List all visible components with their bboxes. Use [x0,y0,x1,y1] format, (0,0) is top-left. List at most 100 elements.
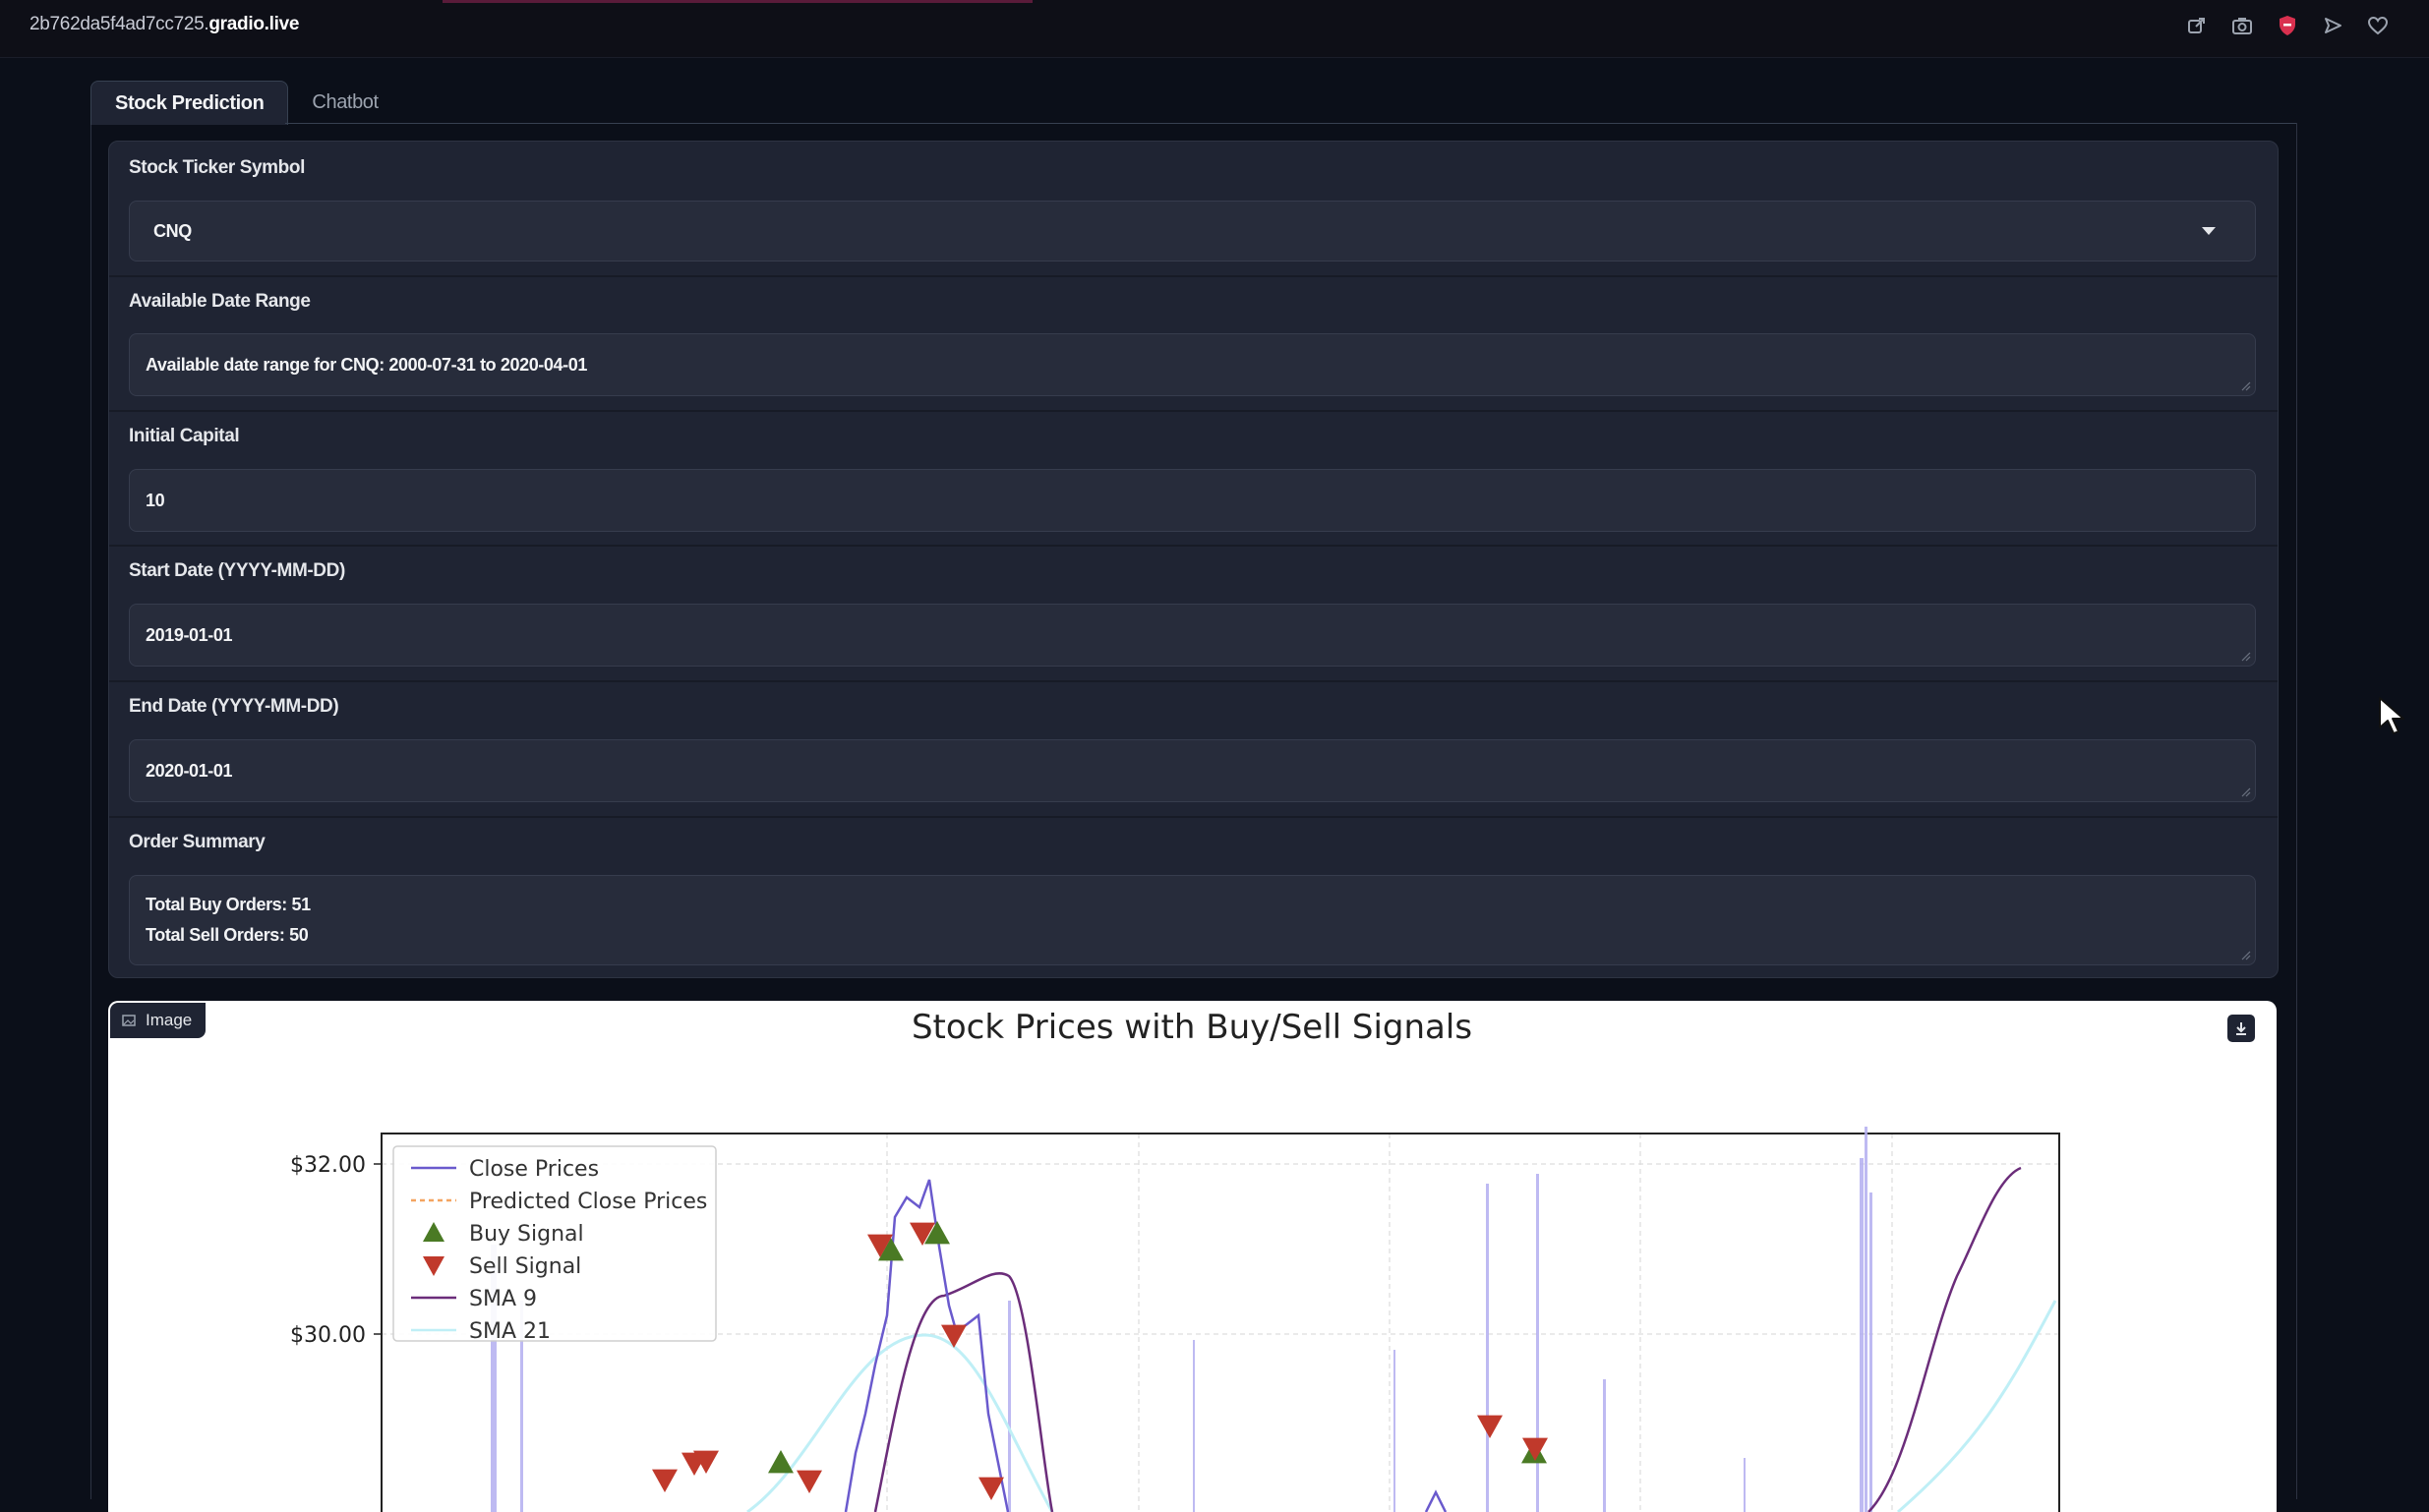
legend-box [392,1145,717,1342]
url-prefix: 2b762da5f4ad7cc725. [30,14,209,34]
tab-bar: Stock Prediction Chatbot [90,81,402,125]
tab-stock-prediction[interactable]: Stock Prediction [90,81,289,125]
volume-bar [1869,1192,1872,1512]
volume-bar [1865,1127,1867,1512]
legend-label: SMA 21 [469,1319,551,1344]
buy-signal-marker [768,1450,794,1474]
end-date-value: 2020-01-01 [146,760,233,781]
sell-signal-marker [910,1222,935,1246]
browser-accent-line [443,0,1033,3]
sell-signal-marker [978,1477,1004,1500]
buy-signal-marker [878,1238,904,1261]
image-icon [122,1015,136,1026]
send-icon[interactable] [2321,14,2344,37]
tab-panel-outline [90,123,2297,1499]
resize-grip-icon[interactable] [2241,951,2251,960]
start-date-value: 2019-01-01 [146,624,233,645]
address-bar[interactable]: 2b762da5f4ad7cc725.gradio.live [30,14,299,35]
total-sell-orders: Total Sell Orders: 50 [146,925,309,945]
prediction-form: Stock Ticker Symbol CNQ Available Date R… [108,141,2279,978]
volume-bar [1486,1184,1489,1512]
sma-21-line-late [1897,1300,2057,1512]
end-date-block: End Date (YYYY-MM-DD) 2020-01-01 [109,680,2278,818]
order-summary-label: Order Summary [129,832,266,852]
sell-signal-marker [867,1234,893,1257]
image-label-badge: Image [110,1003,207,1038]
y-tick-label: $30.00 [290,1323,366,1348]
plot-frame [381,1133,2060,1512]
legend-label: Close Prices [469,1157,599,1182]
chart-axes: $32.00 $30.00 [290,1133,2060,1512]
ticker-block: Stock Ticker Symbol CNQ [109,142,2278,277]
sma-9-line [873,1272,1054,1512]
volume-bar [1536,1174,1539,1512]
legend-label: Buy Signal [469,1222,584,1247]
resize-grip-icon[interactable] [2241,652,2251,662]
date-range-textbox[interactable]: Available date range for CNQ: 2000-07-31… [129,333,2256,396]
sell-signal-marker [941,1324,967,1348]
capital-input[interactable]: 10 [129,469,2256,532]
sma-21-line [746,1333,1054,1512]
sell-signal-marker [1522,1437,1548,1461]
volume-bar [1393,1350,1395,1512]
ticker-value: CNQ [153,220,192,241]
legend-swatch [423,1222,444,1242]
ticker-dropdown[interactable]: CNQ [129,201,2256,262]
shield-icon[interactable] [2276,14,2299,37]
total-buy-orders: Total Buy Orders: 51 [146,895,311,914]
heart-icon[interactable] [2366,14,2390,37]
volume-bar [1008,1301,1011,1512]
chevron-down-icon[interactable] [2202,227,2216,235]
sell-signal-marker [1477,1415,1503,1438]
camera-icon[interactable] [2230,14,2254,37]
legend-label: Predicted Close Prices [469,1190,707,1214]
y-tick-label: $32.00 [290,1153,366,1178]
legend-label: Sell Signal [469,1254,581,1279]
browser-toolbar [2185,14,2390,37]
chart-title: Stock Prices with Buy/Sell Signals [912,1008,1472,1047]
volume-bar [1744,1458,1746,1512]
end-date-label: End Date (YYYY-MM-DD) [129,696,339,717]
download-button[interactable] [2227,1015,2255,1042]
chart-image-panel: Stock Prices with Buy/Sell Signals $32.0… [108,1001,2277,1512]
chart-legend: Close Prices Predicted Close Prices Buy Si… [392,1145,717,1344]
date-range-label: Available Date Range [129,291,311,312]
image-label: Image [146,1011,193,1029]
date-range-block: Available Date Range Available date rang… [109,275,2278,412]
chart-plot-area [491,1127,2057,1512]
stock-chart: Stock Prices with Buy/Sell Signals $32.0… [290,1008,2060,1512]
legend-label: SMA 9 [469,1287,537,1311]
legend-swatch [423,1256,444,1276]
start-date-textbox[interactable]: 2019-01-01 [129,604,2256,667]
capital-value: 10 [146,490,165,510]
capital-label: Initial Capital [129,426,240,446]
date-range-value: Available date range for CNQ: 2000-07-31… [146,354,587,375]
close-price-line-mid [1424,1489,1448,1512]
volume-bar [520,1301,523,1512]
tab-divider [285,123,2296,124]
close-price-line [844,1179,1010,1512]
share-icon[interactable] [2185,14,2209,37]
ticker-label: Stock Ticker Symbol [129,157,305,178]
start-date-label: Start Date (YYYY-MM-DD) [129,560,345,581]
volume-bar [1860,1158,1864,1512]
tab-chatbot[interactable]: Chatbot [312,90,379,113]
sell-signal-marker [797,1470,822,1493]
end-date-textbox[interactable]: 2020-01-01 [129,739,2256,802]
resize-grip-icon[interactable] [2241,381,2251,391]
order-summary-block: Order Summary Total Buy Orders: 51 Total… [109,816,2278,977]
resize-grip-icon[interactable] [2241,787,2251,797]
order-summary-textbox[interactable]: Total Buy Orders: 51 Total Sell Orders: … [129,875,2256,965]
sell-signal-marker [693,1450,719,1474]
capital-block: Initial Capital 10 [109,410,2278,547]
browser-bar: 2b762da5f4ad7cc725.gradio.live [0,0,2429,58]
sell-signal-marker [652,1469,678,1492]
start-date-block: Start Date (YYYY-MM-DD) 2019-01-01 [109,545,2278,682]
volume-bar [1603,1379,1606,1512]
download-icon [2236,1022,2246,1035]
url-domain: gradio.live [208,14,300,34]
volume-bar [491,1245,497,1512]
volume-bar [1193,1340,1195,1512]
sma-9-line-late [1867,1166,2022,1512]
mouse-cursor-icon [2379,697,2404,734]
